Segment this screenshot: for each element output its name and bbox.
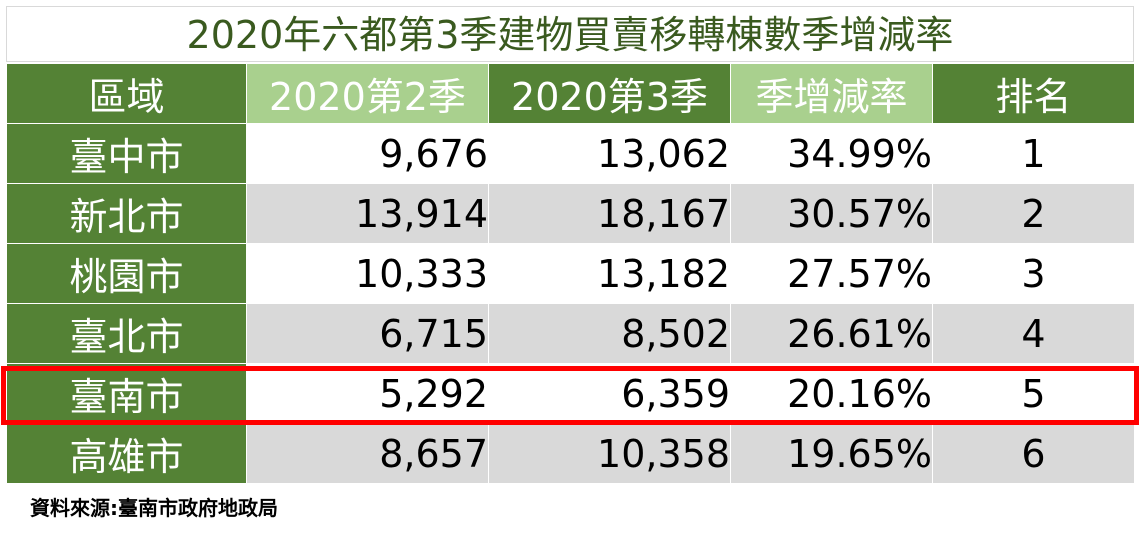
table-row: 高雄市 8,657 10,358 19.65% 6: [6, 423, 1135, 484]
cell-q2: 8,657: [246, 423, 489, 484]
chart-title: 2020年六都第3季建物買賣移轉棟數季增減率: [6, 6, 1134, 62]
cell-rate: 19.65%: [730, 423, 933, 484]
cell-q2: 10,333: [246, 243, 489, 304]
cell-region: 桃園市: [6, 243, 247, 304]
column-header-q3: 2020第3季: [488, 63, 731, 124]
cell-region: 臺南市: [6, 363, 247, 424]
cell-q2: 9,676: [246, 123, 489, 184]
cell-rank: 5: [932, 363, 1135, 424]
table-row: 新北市 13,914 18,167 30.57% 2: [6, 183, 1135, 244]
cell-region: 高雄市: [6, 423, 247, 484]
cell-q2: 13,914: [246, 183, 489, 244]
header-row: 區域 2020第2季 2020第3季 季增減率 排名: [6, 63, 1135, 124]
cell-rank: 1: [932, 123, 1135, 184]
cell-rank: 4: [932, 303, 1135, 364]
column-header-rank: 排名: [932, 63, 1135, 124]
cell-region: 新北市: [6, 183, 247, 244]
cell-q3: 18,167: [488, 183, 731, 244]
cell-q3: 8,502: [488, 303, 731, 364]
cell-rank: 6: [932, 423, 1135, 484]
cell-q3: 13,062: [488, 123, 731, 184]
table-row: 臺北市 6,715 8,502 26.61% 4: [6, 303, 1135, 364]
cell-region: 臺中市: [6, 123, 247, 184]
table-row: 臺中市 9,676 13,062 34.99% 1: [6, 123, 1135, 184]
cell-rate: 30.57%: [730, 183, 933, 244]
column-header-q2: 2020第2季: [246, 63, 489, 124]
table-row: 桃園市 10,333 13,182 27.57% 3: [6, 243, 1135, 304]
cell-q3: 10,358: [488, 423, 731, 484]
data-table: 區域 2020第2季 2020第3季 季增減率 排名 臺中市 9,676 13,…: [6, 63, 1135, 484]
cell-q3: 6,359: [488, 363, 731, 424]
table-row-highlighted: 臺南市 5,292 6,359 20.16% 5: [6, 363, 1135, 424]
cell-rate: 26.61%: [730, 303, 933, 364]
cell-rank: 3: [932, 243, 1135, 304]
cell-region: 臺北市: [6, 303, 247, 364]
source-note: 資料來源:臺南市政府地政局: [30, 496, 278, 520]
column-header-region: 區域: [6, 63, 247, 124]
cell-q2: 5,292: [246, 363, 489, 424]
cell-rank: 2: [932, 183, 1135, 244]
cell-q3: 13,182: [488, 243, 731, 304]
column-header-rate: 季增減率: [730, 63, 933, 124]
cell-rate: 20.16%: [730, 363, 933, 424]
cell-rate: 34.99%: [730, 123, 933, 184]
cell-q2: 6,715: [246, 303, 489, 364]
cell-rate: 27.57%: [730, 243, 933, 304]
